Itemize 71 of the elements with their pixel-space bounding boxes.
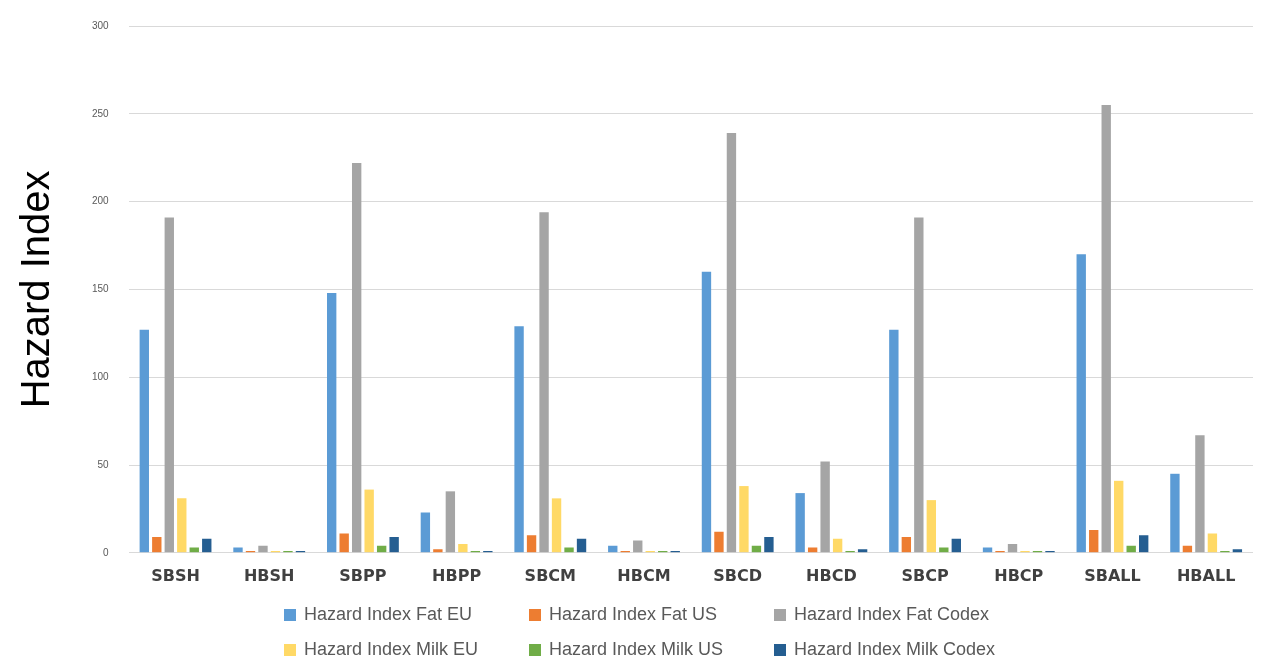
bar	[202, 538, 212, 553]
bar	[458, 544, 468, 553]
bar	[1114, 480, 1124, 553]
x-tick-label: HBPP	[432, 565, 482, 585]
bar	[1232, 549, 1243, 553]
x-tick-label: SBSH	[151, 565, 200, 585]
x-tick-label: SBPP	[339, 565, 387, 585]
legend-label: Hazard Index Milk EU	[304, 639, 479, 660]
y-tick-label: 0	[103, 546, 110, 558]
bar	[364, 489, 374, 553]
bar	[901, 537, 912, 553]
x-tick-label: HBCP	[994, 565, 1044, 585]
x-tick-label: HBALL	[1176, 565, 1236, 585]
bar	[1089, 529, 1099, 553]
bar	[739, 486, 749, 553]
bar	[951, 538, 961, 553]
bar	[1007, 544, 1018, 553]
bar	[420, 512, 431, 553]
y-tick-label: 200	[92, 195, 110, 207]
bar	[726, 133, 737, 553]
bar	[1101, 105, 1111, 553]
legend-label: Hazard Index Fat Codex	[794, 604, 990, 625]
bar	[551, 498, 562, 553]
y-axis-title: Hazard Index	[13, 170, 58, 409]
bar	[914, 217, 924, 553]
bar	[820, 461, 830, 553]
x-tick-label: HBCM	[617, 565, 671, 585]
bar	[389, 537, 399, 553]
bar	[701, 271, 712, 553]
bar	[539, 212, 549, 553]
bar	[164, 217, 174, 553]
legend-label: Hazard Index Fat US	[549, 604, 718, 625]
bar	[526, 535, 537, 553]
bar	[177, 498, 187, 553]
bar	[139, 329, 149, 553]
legend-label: Hazard Index Milk US	[549, 639, 724, 660]
bar	[1207, 533, 1218, 553]
bar	[714, 531, 724, 553]
x-tick-label: HBSH	[243, 565, 295, 585]
bar	[445, 491, 456, 553]
bar	[327, 292, 337, 553]
bar	[258, 545, 268, 553]
y-tick-label: 250	[92, 107, 110, 119]
x-tick-label: HBCD	[806, 565, 857, 585]
bar	[1170, 473, 1180, 553]
bar	[857, 549, 868, 553]
bar	[152, 537, 162, 553]
legend-label: Hazard Index Fat EU	[304, 604, 473, 625]
x-tick-label: SBCD	[713, 565, 763, 585]
y-tick-label: 50	[97, 458, 110, 470]
x-tick-label: SBALL	[1084, 565, 1141, 585]
x-tick-label: SBCP	[901, 565, 949, 585]
y-tick-label: 100	[92, 370, 110, 382]
bar	[351, 162, 362, 553]
bar	[576, 538, 587, 553]
bar	[514, 326, 524, 553]
bar	[433, 549, 443, 553]
bar	[764, 537, 774, 553]
bar	[1139, 535, 1149, 553]
bar	[633, 540, 643, 553]
y-tick-label: 150	[92, 283, 110, 295]
bar	[795, 493, 805, 553]
bar	[1195, 435, 1205, 553]
bar	[1076, 254, 1086, 553]
y-tick-label: 300	[92, 19, 110, 31]
bar	[339, 533, 349, 553]
bar	[889, 329, 899, 553]
legend-label: Hazard Index Milk Codex	[794, 639, 996, 660]
bar	[926, 500, 937, 553]
x-tick-label: SBCM	[524, 565, 576, 585]
bar	[832, 538, 843, 553]
